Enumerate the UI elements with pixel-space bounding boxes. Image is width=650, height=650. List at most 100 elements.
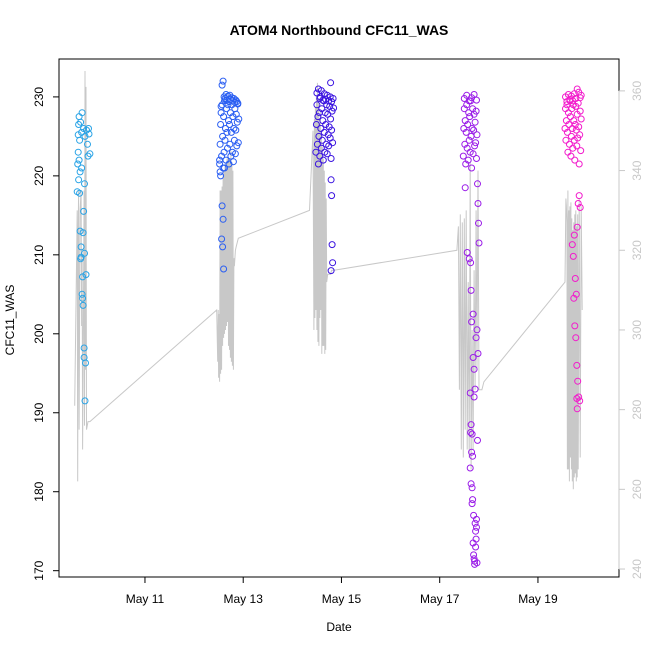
data-point bbox=[469, 150, 477, 158]
data-point bbox=[572, 334, 580, 342]
data-point bbox=[328, 126, 336, 134]
data-point bbox=[472, 107, 480, 115]
data-point bbox=[470, 91, 478, 98]
data-point bbox=[569, 144, 577, 152]
data-point bbox=[218, 202, 226, 210]
data-point bbox=[231, 150, 239, 158]
data-point bbox=[312, 121, 320, 128]
data-point bbox=[233, 142, 241, 150]
data-point bbox=[461, 184, 469, 192]
data-point bbox=[468, 500, 476, 508]
data-point bbox=[576, 131, 584, 139]
data-point bbox=[225, 117, 232, 125]
data-point bbox=[462, 128, 470, 136]
data-point bbox=[467, 421, 475, 429]
data-point bbox=[471, 142, 479, 150]
data-point bbox=[574, 377, 582, 385]
data-point bbox=[573, 395, 581, 402]
y2-tick-label: 240 bbox=[630, 559, 644, 579]
data-point bbox=[576, 204, 584, 211]
x-tick-label: May 11 bbox=[126, 592, 165, 606]
data-point bbox=[472, 543, 480, 551]
data-point bbox=[216, 160, 224, 168]
data-point bbox=[575, 123, 583, 131]
data-point bbox=[77, 118, 85, 126]
data-point bbox=[216, 168, 224, 176]
axes-layer: May 11 May 13 May 15 May 17 May 19 170 180 190 2… bbox=[32, 81, 644, 606]
data-point bbox=[220, 113, 228, 121]
data-point bbox=[84, 140, 91, 148]
data-point bbox=[568, 105, 576, 113]
data-point bbox=[229, 158, 237, 166]
data-point bbox=[471, 519, 479, 527]
y-tick-label: 210 bbox=[32, 244, 46, 264]
data-point bbox=[465, 136, 473, 144]
data-point bbox=[574, 200, 582, 207]
data-point bbox=[573, 223, 581, 231]
data-point bbox=[562, 136, 570, 144]
data-point bbox=[467, 429, 475, 436]
data-point bbox=[570, 117, 578, 125]
data-point bbox=[573, 85, 581, 93]
x-tick-label: May 15 bbox=[322, 592, 362, 606]
data-point bbox=[79, 229, 87, 237]
data-point bbox=[467, 480, 475, 488]
x-tick-label: May 13 bbox=[224, 592, 264, 606]
data-point bbox=[563, 128, 571, 136]
data-point bbox=[314, 113, 322, 121]
data-point bbox=[575, 192, 583, 200]
data-point bbox=[232, 96, 240, 104]
y-tick-label: 200 bbox=[32, 323, 46, 343]
data-point bbox=[76, 168, 84, 176]
data-point bbox=[566, 113, 574, 121]
data-point bbox=[226, 140, 234, 148]
data-point bbox=[468, 164, 476, 172]
data-point bbox=[469, 354, 477, 361]
data-point bbox=[573, 142, 581, 150]
data-point bbox=[577, 147, 585, 155]
data-point bbox=[223, 128, 231, 136]
data-point bbox=[75, 176, 83, 184]
data-point bbox=[78, 164, 86, 172]
data-point bbox=[217, 121, 225, 128]
right-axis-series-line bbox=[74, 70, 583, 490]
data-point bbox=[327, 79, 335, 87]
data-point bbox=[466, 389, 474, 397]
data-point bbox=[474, 350, 482, 357]
data-point bbox=[570, 231, 578, 239]
data-point bbox=[82, 271, 90, 279]
data-point bbox=[468, 318, 476, 326]
data-point bbox=[222, 125, 229, 132]
data-point bbox=[85, 130, 93, 138]
data-point bbox=[80, 207, 88, 215]
data-point bbox=[78, 290, 86, 298]
data-point bbox=[327, 176, 335, 184]
data-point bbox=[570, 294, 578, 302]
data-point bbox=[473, 96, 480, 104]
data-point bbox=[235, 115, 243, 123]
data-point bbox=[468, 125, 476, 132]
data-point bbox=[318, 136, 326, 144]
data-point bbox=[224, 101, 232, 109]
data-point bbox=[569, 252, 577, 260]
data-point bbox=[475, 239, 483, 247]
data-point bbox=[469, 310, 477, 318]
data-point bbox=[220, 265, 228, 273]
data-point bbox=[226, 121, 233, 128]
data-point bbox=[230, 125, 238, 132]
data-point bbox=[571, 275, 579, 282]
data-point bbox=[313, 101, 321, 109]
data-point bbox=[564, 109, 572, 117]
data-point bbox=[472, 334, 480, 342]
data-point bbox=[74, 148, 82, 156]
data-point bbox=[573, 405, 581, 413]
data-point bbox=[472, 527, 480, 535]
data-point bbox=[219, 77, 227, 85]
data-point bbox=[474, 180, 481, 188]
data-point bbox=[318, 105, 326, 113]
data-point bbox=[77, 253, 85, 261]
data-point bbox=[75, 121, 83, 128]
data-point bbox=[218, 235, 226, 243]
data-point bbox=[219, 243, 227, 251]
data-point bbox=[319, 156, 327, 164]
